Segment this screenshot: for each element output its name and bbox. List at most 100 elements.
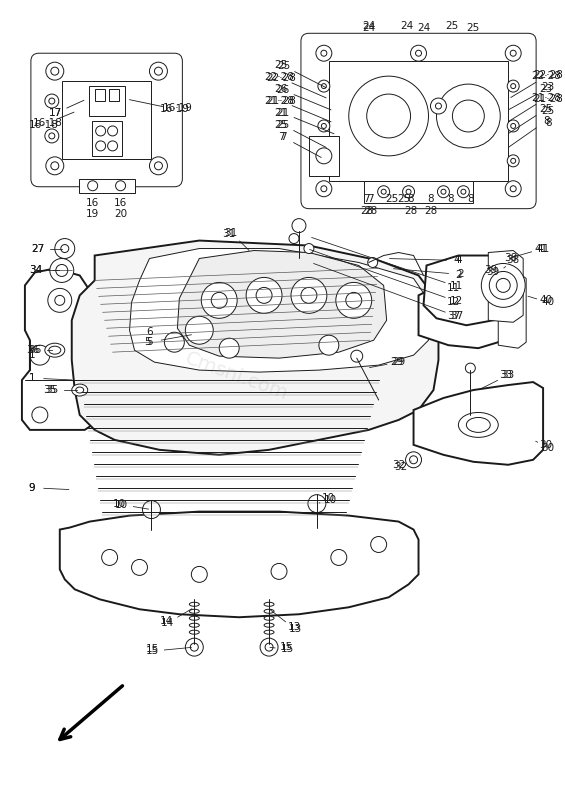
Text: 25: 25 <box>445 22 458 31</box>
Text: 12: 12 <box>450 296 463 306</box>
Circle shape <box>219 338 239 358</box>
Circle shape <box>349 76 428 156</box>
Circle shape <box>211 292 227 308</box>
Text: 26: 26 <box>276 85 290 95</box>
Ellipse shape <box>189 630 199 634</box>
Text: 36: 36 <box>28 345 41 355</box>
Polygon shape <box>309 136 339 176</box>
Polygon shape <box>419 275 508 348</box>
Text: 21·28: 21·28 <box>266 96 296 106</box>
Text: 36: 36 <box>26 345 40 355</box>
Circle shape <box>511 123 516 129</box>
Ellipse shape <box>134 530 304 590</box>
Circle shape <box>260 638 278 656</box>
Text: 25: 25 <box>467 23 480 34</box>
Text: 25: 25 <box>385 194 398 204</box>
Text: 28: 28 <box>404 206 417 216</box>
Text: 8: 8 <box>447 194 454 204</box>
Text: 23: 23 <box>540 84 553 94</box>
Circle shape <box>107 141 118 151</box>
FancyArrowPatch shape <box>60 686 123 739</box>
Circle shape <box>150 62 167 80</box>
Text: 13: 13 <box>288 624 302 634</box>
Circle shape <box>132 559 147 575</box>
Text: 40: 40 <box>541 298 555 307</box>
Text: 13: 13 <box>288 622 301 632</box>
Circle shape <box>371 537 386 553</box>
Circle shape <box>406 452 421 468</box>
Ellipse shape <box>264 610 274 614</box>
Text: 25: 25 <box>275 60 288 70</box>
Text: 2: 2 <box>457 270 464 279</box>
Text: 30: 30 <box>540 440 553 450</box>
Circle shape <box>321 84 327 89</box>
Polygon shape <box>364 181 473 202</box>
Text: 32: 32 <box>392 460 405 470</box>
Circle shape <box>51 67 59 75</box>
Text: 29: 29 <box>390 357 403 367</box>
Circle shape <box>331 550 347 566</box>
Circle shape <box>256 287 272 303</box>
Text: 33: 33 <box>502 370 515 380</box>
Text: 8: 8 <box>543 116 549 126</box>
Ellipse shape <box>76 387 84 393</box>
Circle shape <box>458 186 470 198</box>
Ellipse shape <box>264 616 274 620</box>
Text: 19: 19 <box>86 209 99 218</box>
Circle shape <box>107 126 118 136</box>
Text: 21: 21 <box>276 108 290 118</box>
Text: 5: 5 <box>146 338 153 347</box>
Text: 15: 15 <box>146 644 159 654</box>
Text: 16·18: 16·18 <box>33 118 63 128</box>
Bar <box>89 86 124 116</box>
Text: 24: 24 <box>400 22 413 31</box>
Ellipse shape <box>189 623 199 627</box>
Text: 1: 1 <box>29 350 35 360</box>
Bar <box>92 121 121 156</box>
Circle shape <box>351 350 363 362</box>
Circle shape <box>336 282 372 318</box>
Text: 17: 17 <box>49 108 62 118</box>
Circle shape <box>367 94 411 138</box>
Circle shape <box>201 282 237 318</box>
Circle shape <box>461 190 466 194</box>
Ellipse shape <box>466 418 490 432</box>
Text: 4: 4 <box>453 255 460 266</box>
Text: 9: 9 <box>29 482 35 493</box>
Text: 10: 10 <box>113 498 126 509</box>
Text: 39: 39 <box>486 267 500 278</box>
Circle shape <box>45 129 59 143</box>
Circle shape <box>437 186 449 198</box>
Text: 6: 6 <box>146 327 153 338</box>
Ellipse shape <box>264 602 274 606</box>
Circle shape <box>511 158 516 163</box>
Text: 8: 8 <box>407 194 414 204</box>
Ellipse shape <box>72 384 88 396</box>
Ellipse shape <box>189 602 199 606</box>
Bar <box>108 89 119 101</box>
FancyBboxPatch shape <box>301 34 536 209</box>
Text: 41: 41 <box>537 243 550 254</box>
Ellipse shape <box>189 610 199 614</box>
Ellipse shape <box>120 519 319 599</box>
Text: 22·28: 22·28 <box>531 71 561 81</box>
Text: 10: 10 <box>115 500 128 510</box>
Circle shape <box>453 100 484 132</box>
Circle shape <box>410 456 418 464</box>
Circle shape <box>95 126 106 136</box>
Text: 28: 28 <box>364 206 377 216</box>
Circle shape <box>507 155 519 167</box>
Circle shape <box>507 120 519 132</box>
Circle shape <box>466 363 475 373</box>
Circle shape <box>292 218 306 233</box>
Circle shape <box>316 148 332 164</box>
Text: 14: 14 <box>160 616 173 626</box>
Circle shape <box>190 643 198 651</box>
Circle shape <box>185 638 203 656</box>
Circle shape <box>289 234 299 243</box>
Circle shape <box>265 643 273 651</box>
Text: 25: 25 <box>541 106 555 116</box>
Text: 7: 7 <box>280 132 286 142</box>
Text: 38: 38 <box>507 255 520 266</box>
Text: 25: 25 <box>540 104 553 114</box>
